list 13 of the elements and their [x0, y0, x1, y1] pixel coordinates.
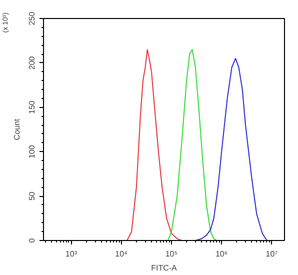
y-tick-label: 100	[28, 144, 36, 158]
y-tick-label: 0	[28, 238, 36, 243]
x-axis-title: FITC-A	[151, 264, 178, 272]
y-tick-label: 250	[28, 11, 36, 26]
y-tick-label: 50	[28, 191, 36, 201]
x-tick-label: 10³	[65, 250, 78, 258]
x-tick-label: 10⁷	[266, 250, 278, 258]
y-tick-label: 200	[28, 56, 36, 70]
y-axis-title: Count	[12, 118, 22, 140]
x-tick-label: 10⁵	[165, 250, 178, 258]
x-tick-label: 10⁶	[215, 250, 228, 258]
y-tick-label: 150	[28, 100, 36, 114]
x-tick-label: 10⁴	[115, 250, 128, 258]
